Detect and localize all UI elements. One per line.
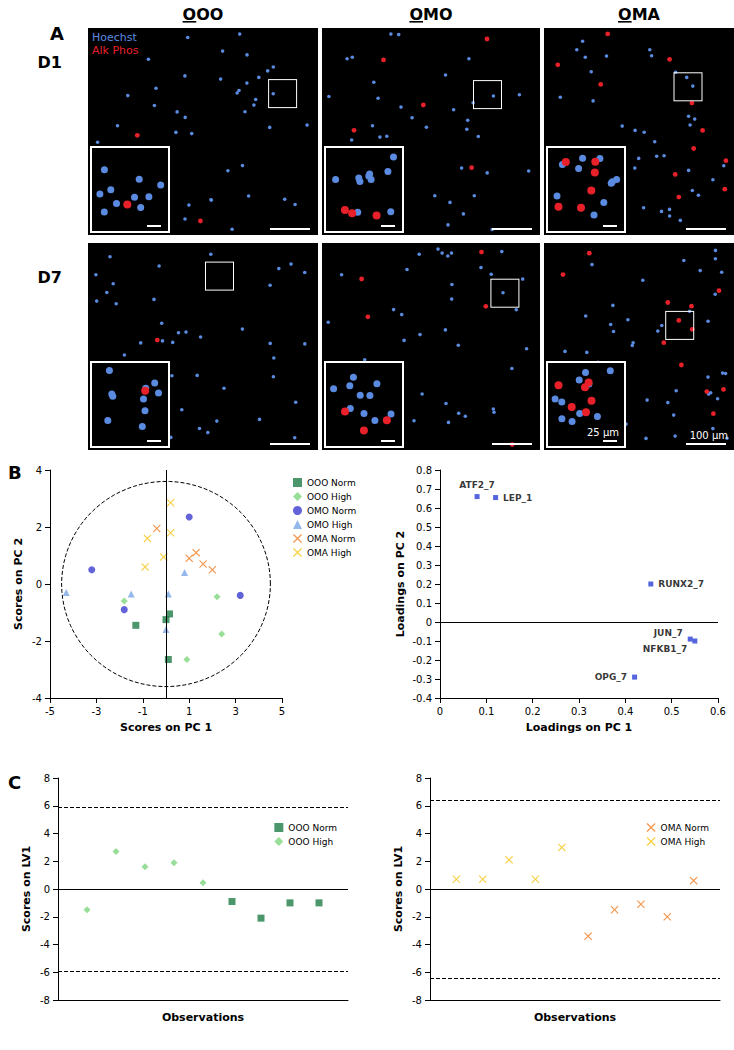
svg-text:-4: -4 xyxy=(32,693,42,704)
svg-text:-3: -3 xyxy=(91,706,101,717)
svg-text:25 µm: 25 µm xyxy=(587,427,619,438)
svg-text:-8: -8 xyxy=(40,995,50,1006)
svg-text:-8: -8 xyxy=(412,995,422,1006)
svg-text:-0.2: -0.2 xyxy=(412,655,432,666)
svg-text:8: 8 xyxy=(416,773,422,784)
svg-text:OOO Norm: OOO Norm xyxy=(288,823,337,833)
svg-text:OOO: OOO xyxy=(183,5,224,24)
svg-text:-1: -1 xyxy=(138,706,148,717)
svg-text:0.5: 0.5 xyxy=(416,522,432,533)
svg-text:Observations: Observations xyxy=(534,1011,617,1024)
svg-text:RUNX2_7: RUNX2_7 xyxy=(658,579,704,589)
svg-text:Hoechst: Hoechst xyxy=(92,31,138,44)
svg-text:-2: -2 xyxy=(32,636,42,647)
svg-text:Observations: Observations xyxy=(162,1011,245,1024)
svg-text:Scores on PC 1: Scores on PC 1 xyxy=(120,721,212,734)
svg-text:LEP_1: LEP_1 xyxy=(503,493,532,503)
svg-text:OMA Norm: OMA Norm xyxy=(661,823,709,833)
svg-text:Loadings on PC 1: Loadings on PC 1 xyxy=(526,721,633,734)
svg-text:-5: -5 xyxy=(45,706,55,717)
svg-text:2: 2 xyxy=(44,856,50,867)
svg-text:OOO High: OOO High xyxy=(288,837,333,847)
svg-text:OOO Norm: OOO Norm xyxy=(307,478,356,488)
svg-text:OOO High: OOO High xyxy=(307,492,352,502)
svg-text:-0.4: -0.4 xyxy=(412,693,432,704)
svg-text:5: 5 xyxy=(279,706,285,717)
svg-text:-4: -4 xyxy=(40,939,50,950)
svg-text:0: 0 xyxy=(44,884,50,895)
svg-text:Scores on LV1: Scores on LV1 xyxy=(20,846,33,932)
svg-text:1: 1 xyxy=(186,706,192,717)
svg-text:0.6: 0.6 xyxy=(416,503,432,514)
svg-text:Scores on PC 2: Scores on PC 2 xyxy=(12,538,25,630)
svg-text:0: 0 xyxy=(416,884,422,895)
svg-text:0.4: 0.4 xyxy=(617,706,633,717)
svg-text:0.2: 0.2 xyxy=(416,579,432,590)
svg-text:OMO: OMO xyxy=(409,5,452,24)
svg-text:Scores on LV1: Scores on LV1 xyxy=(392,846,405,932)
svg-text:0: 0 xyxy=(426,617,432,628)
svg-text:-2: -2 xyxy=(412,911,422,922)
svg-text:JUN_7: JUN_7 xyxy=(653,628,683,638)
svg-text:D1: D1 xyxy=(38,53,62,72)
svg-text:0.5: 0.5 xyxy=(664,706,680,717)
svg-text:NFKB1_7: NFKB1_7 xyxy=(643,644,688,654)
svg-text:OMA High: OMA High xyxy=(307,548,352,558)
svg-text:Loadings on PC 2: Loadings on PC 2 xyxy=(394,531,407,638)
svg-text:0: 0 xyxy=(437,706,443,717)
svg-text:-0.3: -0.3 xyxy=(412,674,432,685)
svg-text:0.7: 0.7 xyxy=(416,484,432,495)
html-text:C: C xyxy=(8,772,22,793)
html-text:B: B xyxy=(8,462,22,483)
svg-text:3: 3 xyxy=(232,706,238,717)
svg-text:-2: -2 xyxy=(40,911,50,922)
svg-text:OMA Norm: OMA Norm xyxy=(307,534,355,544)
svg-text:0: 0 xyxy=(36,579,42,590)
svg-text:D7: D7 xyxy=(38,268,62,287)
svg-text:6: 6 xyxy=(44,800,50,811)
svg-text:100 µm: 100 µm xyxy=(690,430,728,441)
svg-text:-6: -6 xyxy=(40,967,50,978)
svg-text:OMO Norm: OMO Norm xyxy=(307,506,356,516)
svg-text:0.3: 0.3 xyxy=(416,560,432,571)
svg-text:0.8: 0.8 xyxy=(416,465,432,476)
svg-text:ATF2_7: ATF2_7 xyxy=(459,480,495,490)
svg-text:0.2: 0.2 xyxy=(525,706,541,717)
svg-text:OMA: OMA xyxy=(618,5,661,24)
svg-text:OPG_7: OPG_7 xyxy=(595,672,627,682)
svg-text:OMA High: OMA High xyxy=(661,837,706,847)
svg-text:0.3: 0.3 xyxy=(571,706,587,717)
svg-text:2: 2 xyxy=(416,856,422,867)
svg-text:-4: -4 xyxy=(412,939,422,950)
svg-text:-6: -6 xyxy=(412,967,422,978)
svg-text:2: 2 xyxy=(36,522,42,533)
svg-text:4: 4 xyxy=(44,828,50,839)
svg-text:0.1: 0.1 xyxy=(416,598,432,609)
svg-text:OMO High: OMO High xyxy=(307,520,352,530)
svg-text:4: 4 xyxy=(36,465,42,476)
svg-text:Alk Phos: Alk Phos xyxy=(92,44,139,57)
svg-text:0.1: 0.1 xyxy=(478,706,494,717)
svg-text:0.4: 0.4 xyxy=(416,541,432,552)
svg-text:6: 6 xyxy=(416,800,422,811)
svg-text:8: 8 xyxy=(44,773,50,784)
svg-text:A: A xyxy=(50,23,64,44)
svg-text:0.6: 0.6 xyxy=(710,706,726,717)
svg-text:4: 4 xyxy=(416,828,422,839)
svg-text:-0.1: -0.1 xyxy=(412,636,432,647)
